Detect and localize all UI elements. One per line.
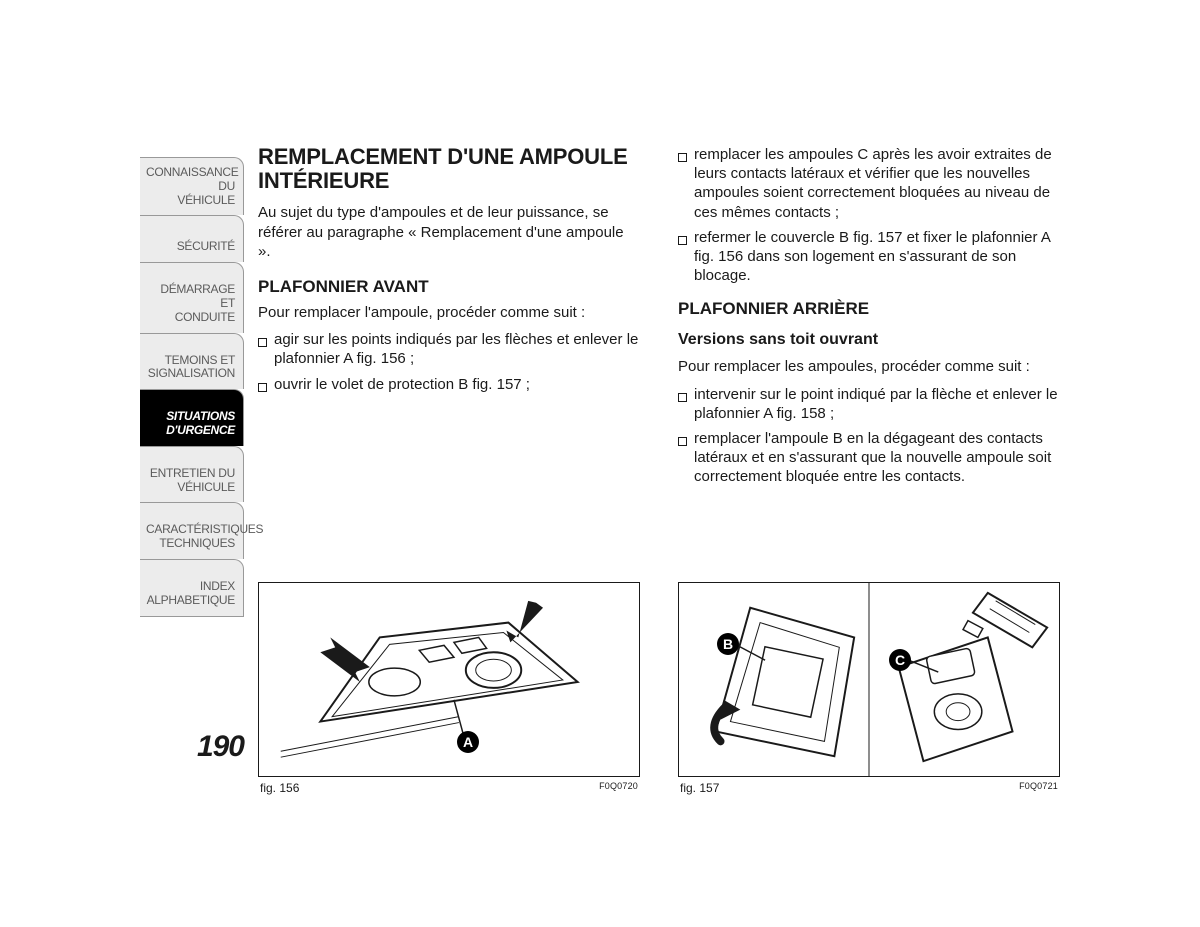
- bullet-icon: [678, 429, 694, 487]
- tab-securite[interactable]: SÉCURITÉ: [140, 215, 244, 262]
- list-text: remplacer l'ampoule B en la dégageant de…: [694, 429, 1060, 487]
- subheading-plafonnier-arriere: PLAFONNIER ARRIÈRE: [678, 299, 1060, 319]
- page-content: REMPLACEMENT D'UNE AMPOULE INTÉRIEURE Au…: [244, 145, 1060, 795]
- list-text: refermer le couvercle B fig. 157 et fixe…: [694, 228, 1060, 286]
- figure-number: fig. 156: [260, 781, 299, 795]
- tab-index[interactable]: INDEX ALPHABETIQUE: [140, 559, 244, 617]
- list-text: remplacer les ampoules C après les avoir…: [694, 145, 1060, 222]
- figure-156: A: [258, 582, 640, 777]
- page-number: 190: [140, 730, 244, 764]
- instruction-lead: Pour remplacer l'ampoule, procéder comme…: [258, 303, 640, 322]
- list-text: agir sur les points indiqués par les flè…: [274, 330, 640, 368]
- figure-code: F0Q0721: [1019, 781, 1058, 795]
- tab-label: DÉMARRAGE ET: [146, 283, 235, 311]
- list-item: refermer le couvercle B fig. 157 et fixe…: [678, 228, 1060, 286]
- figure-157: B C: [678, 582, 1060, 777]
- figure-label-a: A: [457, 731, 479, 753]
- tab-demarrage[interactable]: DÉMARRAGE ET CONDUITE: [140, 262, 244, 332]
- tab-label: CONDUITE: [146, 311, 235, 325]
- intro-paragraph: Au sujet du type d'ampoules et de leur p…: [258, 203, 640, 261]
- tab-situations-urgence[interactable]: SITUATIONS D'URGENCE: [140, 389, 244, 446]
- figure-157-wrap: B C fig. 157 F0Q0721: [678, 582, 1060, 795]
- tab-label: SÉCURITÉ: [146, 240, 235, 254]
- tab-caracteristiques[interactable]: CARACTÉRISTIQUES TECHNIQUES: [140, 502, 244, 559]
- figure-label-b: B: [717, 633, 739, 655]
- tab-label: CARACTÉRISTIQUES: [146, 523, 235, 537]
- figure-156-drawing: [259, 583, 639, 776]
- sidebar-tabs: CONNAISSANCE DU VÉHICULE SÉCURITÉ DÉMARR…: [140, 145, 244, 795]
- list-item: agir sur les points indiqués par les flè…: [258, 330, 640, 368]
- tab-label: SITUATIONS: [146, 410, 235, 424]
- list-item: ouvrir le volet de protection B fig. 157…: [258, 375, 640, 394]
- tab-label: VÉHICULE: [146, 481, 235, 495]
- subheading-versions: Versions sans toit ouvrant: [678, 331, 1060, 349]
- tab-label: ENTRETIEN DU: [146, 467, 235, 481]
- list-text: intervenir sur le point indiqué par la f…: [694, 385, 1060, 423]
- list-text: ouvrir le volet de protection B fig. 157…: [274, 375, 530, 394]
- tab-label: SIGNALISATION: [146, 367, 235, 381]
- tab-entretien[interactable]: ENTRETIEN DU VÉHICULE: [140, 446, 244, 503]
- tab-label: CONNAISSANCE DU: [146, 166, 235, 194]
- list-item: intervenir sur le point indiqué par la f…: [678, 385, 1060, 423]
- list-item: remplacer les ampoules C après les avoir…: [678, 145, 1060, 222]
- bullet-icon: [258, 330, 274, 368]
- tab-label: ALPHABETIQUE: [146, 594, 235, 608]
- bullet-icon: [678, 385, 694, 423]
- tab-label: TECHNIQUES: [146, 537, 235, 551]
- figure-number: fig. 157: [680, 781, 719, 795]
- figure-caption: fig. 156 F0Q0720: [258, 781, 640, 795]
- list-item: remplacer l'ampoule B en la dégageant de…: [678, 429, 1060, 487]
- tab-temoins[interactable]: TEMOINS ET SIGNALISATION: [140, 333, 244, 390]
- bullet-icon: [258, 375, 274, 394]
- tab-label: VÉHICULE: [146, 194, 235, 208]
- figure-code: F0Q0720: [599, 781, 638, 795]
- left-column: REMPLACEMENT D'UNE AMPOULE INTÉRIEURE Au…: [258, 145, 640, 795]
- manual-page: CONNAISSANCE DU VÉHICULE SÉCURITÉ DÉMARR…: [140, 145, 1060, 795]
- bullet-icon: [678, 145, 694, 222]
- figure-label-c: C: [889, 649, 911, 671]
- figure-157-drawing: [679, 583, 1059, 776]
- subheading-plafonnier-avant: PLAFONNIER AVANT: [258, 277, 640, 297]
- tab-label: D'URGENCE: [146, 424, 235, 438]
- tab-connaissance[interactable]: CONNAISSANCE DU VÉHICULE: [140, 157, 244, 215]
- instruction-lead: Pour remplacer les ampoules, procéder co…: [678, 357, 1060, 376]
- right-column: remplacer les ampoules C après les avoir…: [678, 145, 1060, 795]
- tab-label: INDEX: [146, 580, 235, 594]
- tab-label: TEMOINS ET: [146, 354, 235, 368]
- bullet-icon: [678, 228, 694, 286]
- figure-156-wrap: A fig. 156 F0Q0720: [258, 582, 640, 795]
- figure-caption: fig. 157 F0Q0721: [678, 781, 1060, 795]
- section-title: REMPLACEMENT D'UNE AMPOULE INTÉRIEURE: [258, 145, 640, 193]
